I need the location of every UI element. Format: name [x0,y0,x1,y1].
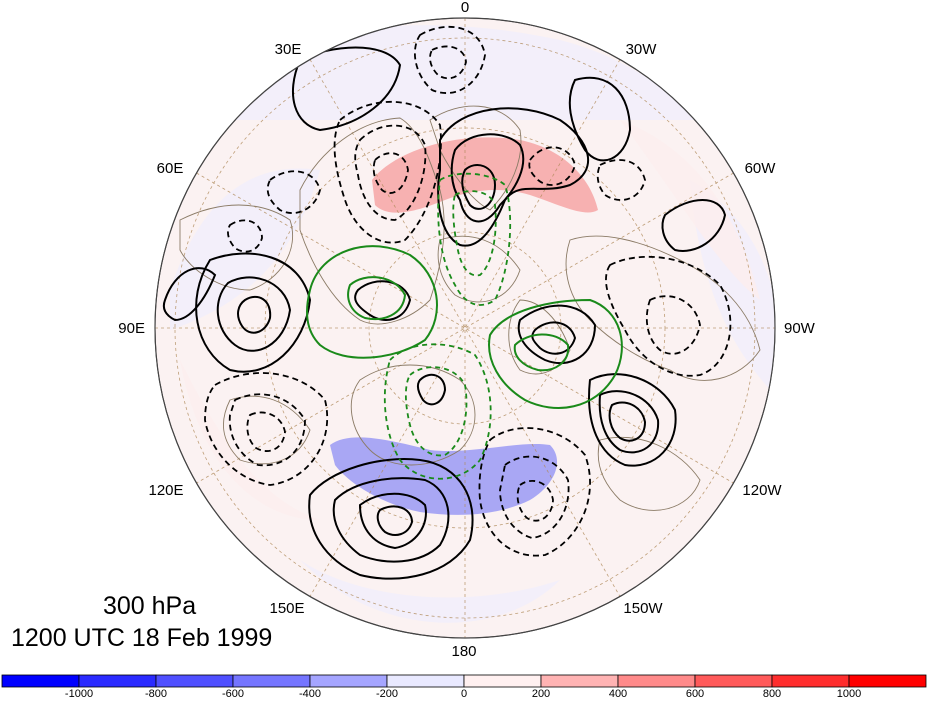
lon-label-90w: 90W [784,320,815,337]
colorbar-swatch [848,674,927,688]
map-title-time: 1200 UTC 18 Feb 1999 [11,624,273,652]
graticule [155,18,775,638]
lon-label-60w: 60W [744,160,776,177]
colorbar-swatch [617,674,696,688]
lon-label-120e: 120E [148,482,184,499]
lon-label-0: 0 [460,0,470,16]
colorbar-swatch [309,674,388,688]
lon-label-150w: 150W [623,600,663,617]
colorbar-swatch [1,674,80,688]
colorbar-tick-label: 0 [460,688,468,700]
lon-label-150e: 150E [269,600,305,617]
colorbar-tick-label: 800 [762,688,782,700]
colorbar-tick-label: -600 [221,688,245,700]
colorbar-swatch [78,674,157,688]
lon-label-30e: 30E [274,41,302,58]
colorbar-tick-label: -200 [375,688,399,700]
green-solid-contours [306,245,623,409]
colorbar-tick-label: 200 [531,688,551,700]
lon-label-120w: 120W [742,482,782,499]
colorbar-swatch [386,674,465,688]
colorbar-tick-label: 400 [608,688,628,700]
lon-label-60e: 60E [156,160,184,177]
colorbar-tick-label: 600 [685,688,705,700]
colorbar-swatch [540,674,619,688]
colorbar-tick-label: -800 [144,688,168,700]
lon-label-30w: 30W [625,41,657,58]
solid-contours [162,46,727,580]
lon-label-90e: 90E [118,320,145,337]
colorbar-swatch [771,674,850,688]
dashed-contours [204,26,732,557]
green-dashed-contours [383,172,512,480]
colorbar-swatch [694,674,773,688]
colorbar-swatch [463,674,542,688]
map-title-level: 300 hPa [103,592,197,620]
colorbar-swatch [155,674,234,688]
colorbar-swatch [232,674,311,688]
colorbar-tick-label: -400 [298,688,322,700]
colorbar [1,674,927,688]
lon-label-180: 180 [451,643,477,660]
colorbar-tick-label: -1000 [64,688,94,700]
colorbar-tick-label: 1000 [836,688,862,700]
